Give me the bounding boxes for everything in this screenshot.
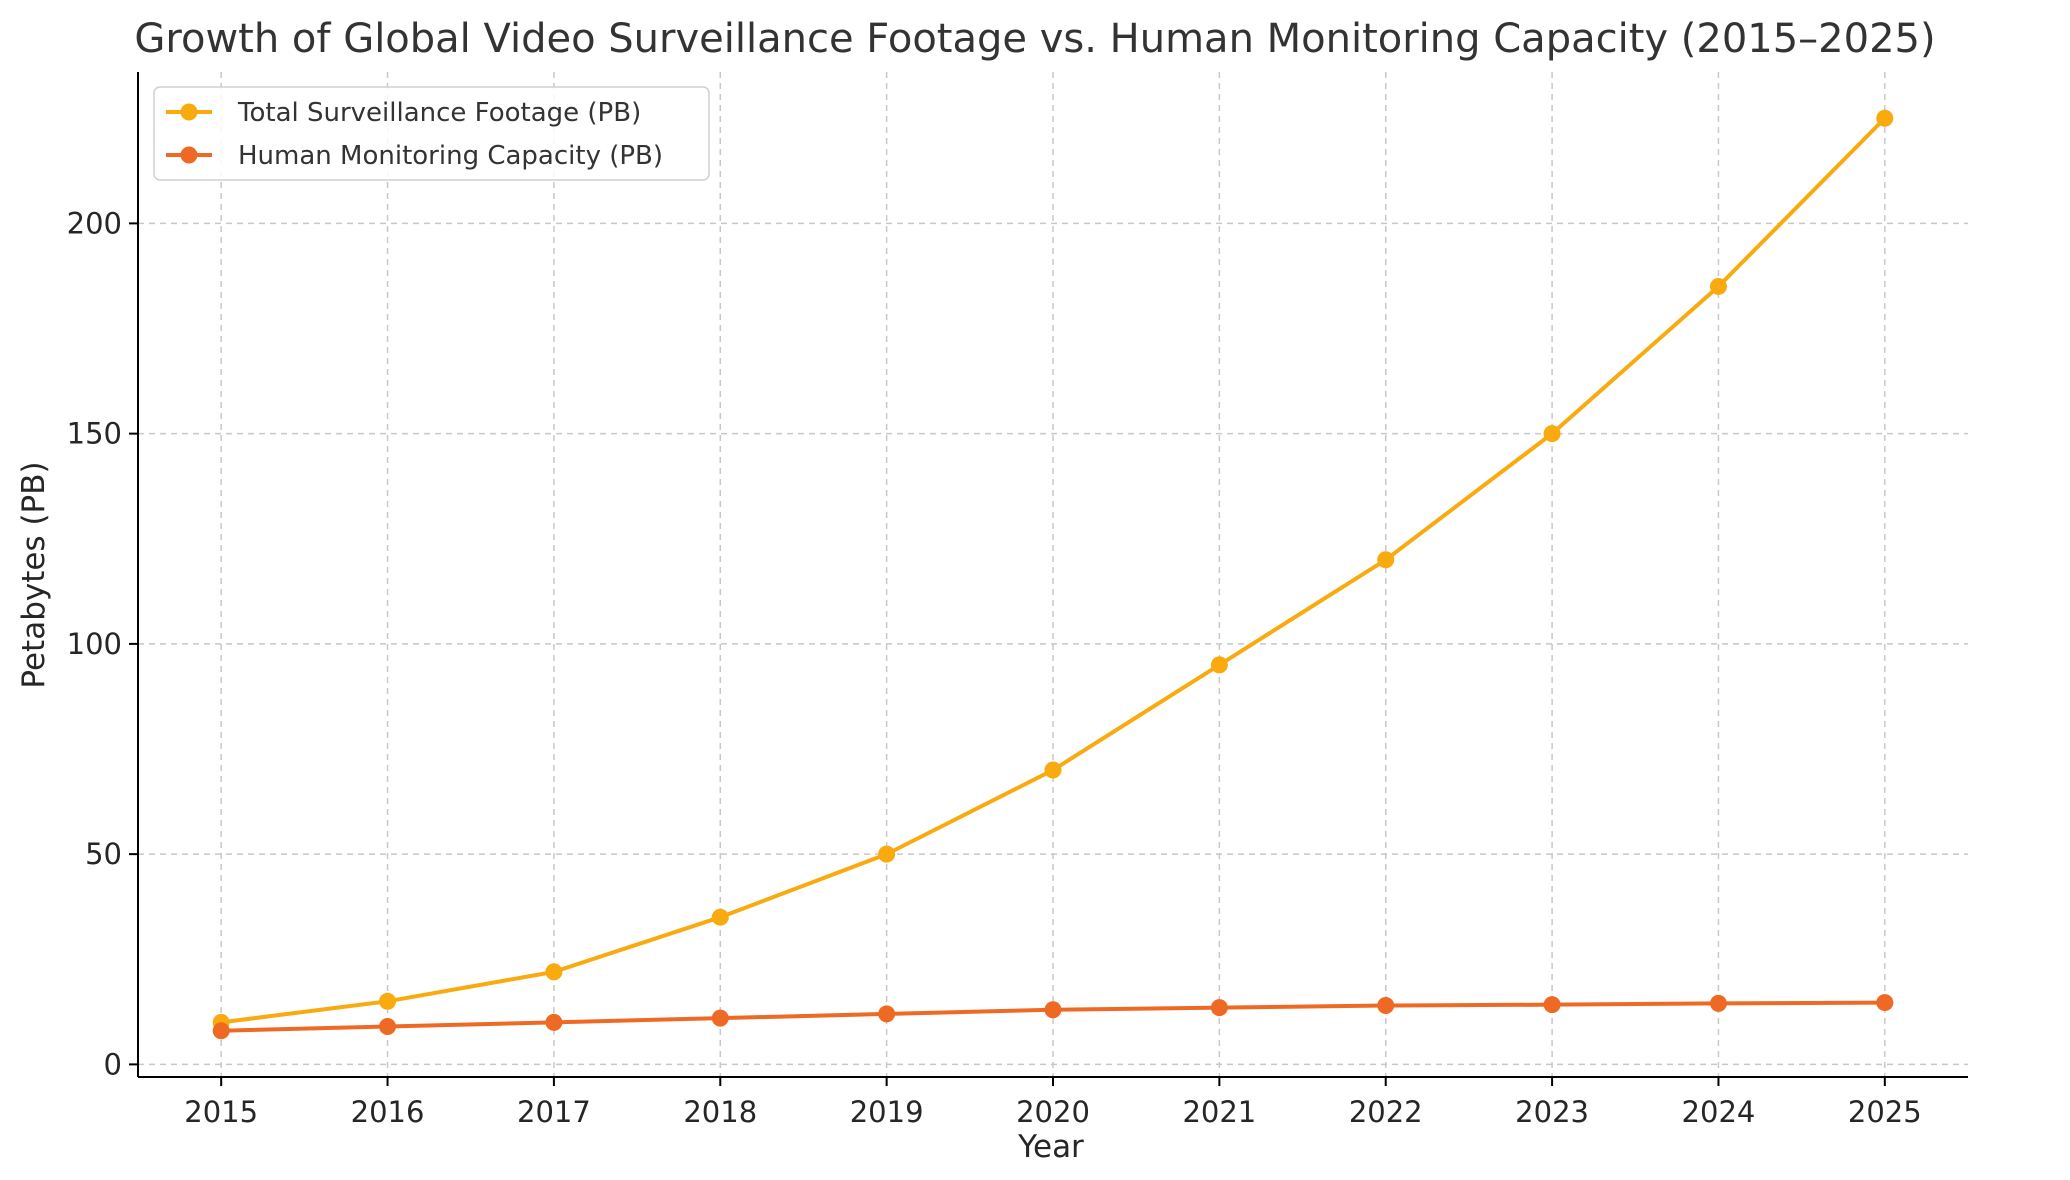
series-1-point-2019 [878, 845, 896, 863]
y-tick-label-50: 50 [85, 837, 122, 871]
series-1-point-2017 [545, 963, 563, 981]
y-axis-label: Petabytes (PB) [16, 461, 52, 688]
x-tick-label-2021: 2021 [1182, 1095, 1256, 1129]
series-2-point-2020 [1044, 1001, 1062, 1019]
gridlines [138, 72, 1968, 1077]
x-tick-label-2016: 2016 [351, 1095, 425, 1129]
series-1-point-2016 [379, 992, 397, 1010]
series-1-point-2023 [1543, 425, 1561, 443]
x-tick-label-2020: 2020 [1016, 1095, 1090, 1129]
y-tick-label-0: 0 [104, 1047, 122, 1081]
legend-label-1: Total Surveillance Footage (PB) [237, 98, 641, 128]
x-axis-label: Year [1017, 1129, 1084, 1165]
x-tick-label-2015: 2015 [184, 1095, 258, 1129]
x-tick-label-2025: 2025 [1848, 1095, 1922, 1129]
series-2-point-2018 [711, 1009, 729, 1027]
y-tick-label-100: 100 [67, 627, 122, 661]
y-tick-label-150: 150 [67, 417, 122, 451]
series-1-point-2025 [1876, 109, 1894, 127]
legend-box [153, 86, 710, 181]
series-2-point-2017 [545, 1013, 563, 1031]
series-1-point-2024 [1709, 277, 1727, 295]
legend-label-2: Human Monitoring Capacity (PB) [238, 141, 663, 171]
series-2-point-2023 [1543, 996, 1561, 1014]
x-tick-label-2024: 2024 [1682, 1095, 1756, 1129]
series-2-point-2025 [1876, 994, 1894, 1012]
series-2-point-2016 [379, 1018, 397, 1036]
series-1 [212, 109, 1894, 1031]
y-tick-label-200: 200 [67, 206, 122, 240]
chart-title: Growth of Global Video Surveillance Foot… [134, 16, 1935, 62]
x-tick-label-2017: 2017 [517, 1095, 591, 1129]
series-2-point-2015 [212, 1022, 230, 1040]
tick-labels: 2015 2016 2017 2018 2019 2020 2021 2022 2023 2024… [67, 206, 1922, 1129]
series-1-point-2022 [1377, 551, 1395, 569]
series-2-point-2019 [878, 1005, 896, 1023]
series [212, 109, 1894, 1040]
series-1-point-2020 [1044, 761, 1062, 779]
series-2-point-2024 [1709, 994, 1727, 1012]
legend: Total Surveillance Footage (PB) Human Mon… [153, 86, 710, 181]
legend-marker-1 [180, 103, 198, 121]
series-2-point-2021 [1210, 999, 1228, 1017]
x-tick-label-2018: 2018 [683, 1095, 757, 1129]
x-tick-label-2022: 2022 [1349, 1095, 1423, 1129]
series-1-point-2018 [711, 908, 729, 926]
series-2-point-2022 [1377, 997, 1395, 1015]
legend-marker-2 [180, 146, 198, 164]
x-tick-label-2023: 2023 [1515, 1095, 1589, 1129]
x-tick-label-2019: 2019 [850, 1095, 924, 1129]
series-2 [212, 994, 1894, 1040]
series-1-point-2021 [1210, 656, 1228, 674]
